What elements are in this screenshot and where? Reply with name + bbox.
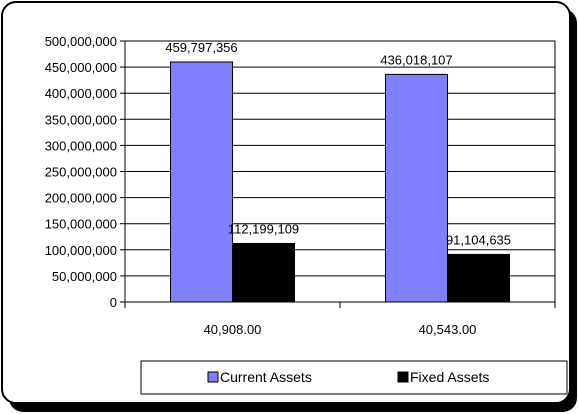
bar-current-assets bbox=[385, 73, 448, 303]
legend-swatch bbox=[207, 371, 219, 383]
y-tick-label: 350,000,000 bbox=[45, 112, 117, 127]
y-tick-label: 400,000,000 bbox=[45, 86, 117, 101]
data-label: 91,104,635 bbox=[446, 232, 511, 247]
data-label: 459,797,356 bbox=[165, 40, 237, 55]
bar-fixed-assets bbox=[447, 253, 510, 303]
data-label: 436,018,107 bbox=[380, 52, 452, 67]
legend-swatch bbox=[397, 371, 409, 383]
y-tick-label: 200,000,000 bbox=[45, 191, 117, 206]
y-tick-label: 450,000,000 bbox=[45, 60, 117, 75]
data-label: 112,199,109 bbox=[228, 221, 299, 236]
y-tick-label: 500,000,000 bbox=[45, 34, 117, 49]
y-tick-label: 50,000,000 bbox=[52, 269, 117, 284]
legend-label: Fixed Assets bbox=[410, 369, 489, 385]
legend-box bbox=[140, 360, 568, 395]
legend: Current Assets Fixed Assets bbox=[140, 360, 568, 395]
bar-current-assets bbox=[170, 61, 233, 303]
y-tick-label: 300,000,000 bbox=[45, 138, 117, 153]
bar-fixed-assets bbox=[232, 242, 295, 303]
y-tick-label: 0 bbox=[110, 295, 117, 310]
legend-label: Current Assets bbox=[220, 369, 312, 385]
y-tick-label: 100,000,000 bbox=[45, 243, 117, 258]
y-tick-label: 250,000,000 bbox=[45, 165, 117, 180]
plot-area: 0 50,000,000 100,000,000 150,000,000 200,000… bbox=[45, 34, 556, 337]
y-tick-label: 150,000,000 bbox=[45, 217, 117, 232]
x-category-label: 40,908.00 bbox=[204, 322, 262, 337]
x-category-label: 40,543.00 bbox=[419, 322, 477, 337]
